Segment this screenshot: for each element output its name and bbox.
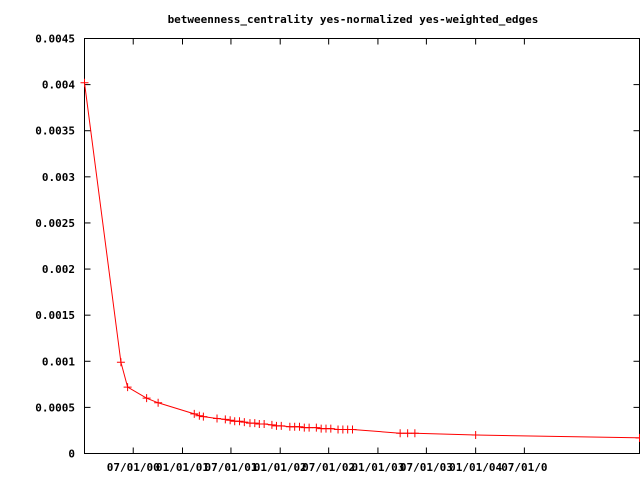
- data-point-marker: [396, 429, 405, 438]
- data-point-marker: [410, 429, 419, 438]
- data-point-marker: [260, 419, 269, 428]
- series-line: [84, 82, 640, 439]
- data-point-marker: [250, 419, 259, 428]
- data-point-marker: [80, 78, 89, 87]
- x-axis: 07/01/0001/01/0107/01/0101/01/0207/01/02…: [107, 38, 548, 474]
- y-tick-label: 0.0025: [35, 217, 75, 230]
- chart-title: betweenness_centrality yes-normalized ye…: [168, 13, 539, 26]
- data-point-marker: [235, 417, 244, 426]
- plot-frame: [84, 38, 640, 454]
- x-tick-label: 07/01/00: [107, 461, 160, 474]
- y-tick-label: 0.0035: [35, 125, 75, 138]
- data-point-marker: [142, 394, 151, 403]
- x-tick-label: 07/01/0: [501, 461, 547, 474]
- data-point-marker: [221, 415, 230, 424]
- data-point-marker: [240, 418, 249, 427]
- data-point-marker: [226, 416, 235, 425]
- data-point-marker: [635, 433, 640, 442]
- x-tick-label: 01/01/04: [449, 461, 502, 474]
- data-point-marker: [195, 411, 204, 420]
- data-point-marker: [471, 431, 480, 440]
- x-tick-label: 01/01/03: [351, 461, 404, 474]
- y-tick-label: 0.0015: [35, 309, 75, 322]
- data-point-marker: [267, 420, 276, 429]
- data-point-marker: [305, 423, 314, 432]
- data-point-marker: [277, 421, 286, 430]
- y-tick-label: 0: [68, 448, 75, 461]
- y-tick-label: 0.0005: [35, 401, 75, 414]
- data-point-marker: [312, 423, 321, 432]
- data-point-marker: [116, 358, 125, 367]
- x-tick-label: 01/01/01: [156, 461, 209, 474]
- data-point-marker: [190, 409, 199, 418]
- y-axis: 0 0.0005 0.001 0.0015 0.002 0.0025 0.003 0.0035…: [35, 33, 640, 461]
- data-point-marker: [326, 424, 335, 433]
- data-point-marker: [123, 383, 132, 392]
- data-point-marker: [348, 425, 357, 434]
- x-tick-label: 07/01/02: [302, 461, 355, 474]
- x-tick-label: 07/01/01: [204, 461, 257, 474]
- data-point-marker: [403, 429, 412, 438]
- y-tick-label: 0.001: [42, 355, 75, 368]
- y-tick-label: 0.002: [42, 263, 75, 276]
- data-point-marker: [295, 422, 304, 431]
- x-tick-label: 07/01/03: [400, 461, 453, 474]
- series-layer: [80, 78, 640, 442]
- data-point-marker: [154, 398, 163, 407]
- y-tick-label: 0.004: [42, 79, 75, 92]
- data-point-marker: [199, 412, 208, 421]
- y-tick-label: 0.0045: [35, 33, 75, 46]
- y-tick-label: 0.003: [42, 171, 75, 184]
- data-point-marker: [213, 414, 222, 423]
- x-tick-label: 01/01/02: [254, 461, 307, 474]
